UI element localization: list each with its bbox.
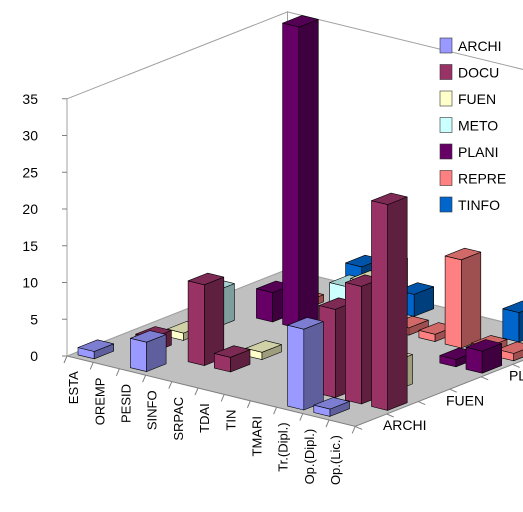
x-tick-label-tdai: TDAI (197, 403, 212, 433)
legend-swatch (440, 91, 452, 106)
legend-item-plani: PLANI (440, 144, 498, 160)
legend-label: ARCHI (458, 38, 502, 54)
legend-item-docu: DOCU (440, 65, 499, 81)
x-tick-mark (90, 362, 93, 369)
y-tick-label: 15 (22, 238, 38, 254)
bar-front-face (256, 289, 272, 322)
depth-tick-mark (481, 377, 488, 380)
x-tick-mark (169, 382, 172, 389)
bar-side-face (388, 197, 408, 411)
bar-archi-tr-dipl (288, 318, 324, 411)
legend-swatch (440, 38, 452, 53)
legend-label: PLANI (458, 144, 498, 160)
bar-front-face (445, 256, 461, 348)
x-tick-mark (247, 401, 250, 408)
bar-archi-pesid (130, 331, 166, 372)
bar-front-face (288, 325, 304, 410)
legend-swatch (440, 65, 452, 80)
bar-front-face (503, 309, 519, 342)
y-tick-label: 0 (30, 348, 38, 364)
bar-plani-sinfo (283, 15, 319, 328)
x-tick-label-oremp: OREMP (92, 378, 107, 426)
bar-front-face (130, 338, 146, 371)
y-tick-label: 10 (22, 275, 38, 291)
depth-label-plani: PLANI (509, 368, 523, 384)
legend-swatch (440, 118, 452, 133)
y-tick-label: 20 (22, 201, 38, 217)
legend-label: REPRE (458, 171, 506, 187)
depth-tick-mark (355, 426, 362, 429)
depth-label-fuen: FUEN (446, 392, 484, 408)
x-tick-mark (326, 420, 329, 427)
legend-item-fuen: FUEN (440, 91, 496, 107)
depth-label-archi: ARCHI (383, 417, 427, 433)
legend-item-tinfo: TINFO (440, 197, 500, 213)
legend-label: TINFO (458, 197, 500, 213)
x-tick-mark (143, 375, 146, 382)
legend-swatch (440, 171, 452, 186)
x-tick-mark (195, 388, 198, 395)
legend-item-repre: REPRE (440, 171, 506, 187)
x-tick-mark (352, 426, 355, 433)
bar-docu-op-lic (372, 193, 408, 410)
bar-front-face (283, 23, 299, 328)
y-tick-label: 25 (22, 164, 38, 180)
legend-label: METO (458, 118, 498, 134)
bar-side-face (299, 19, 319, 328)
bar-repre-tr-dipl (445, 248, 481, 348)
legend-swatch (440, 144, 452, 159)
y-tick-label: 5 (30, 311, 38, 327)
y-tick-label: 30 (22, 128, 38, 144)
x-tick-label-tin: TIN (223, 410, 238, 431)
bar-side-face (304, 322, 324, 411)
bar-front-face (466, 347, 482, 373)
legend-label: DOCU (458, 65, 499, 81)
x-tick-mark (221, 394, 224, 401)
legend-item-archi: ARCHI (440, 38, 502, 54)
bar-front-face (345, 283, 361, 405)
x-tick-label-sinfo: SINFO (145, 390, 160, 430)
legend-label: FUEN (458, 91, 496, 107)
bar-side-face (461, 252, 481, 348)
legend-item-meto: METO (440, 118, 498, 134)
bar-front-face (372, 201, 388, 411)
x-tick-label-esta: ESTA (66, 371, 81, 404)
x-tick-label-tr-dipl: Tr.(Dipl.) (276, 422, 291, 471)
y-tick-label: 35 (22, 91, 38, 107)
x-tick-mark (116, 369, 119, 376)
depth-tick-mark (418, 402, 425, 405)
legend-swatch (440, 197, 452, 212)
x-tick-label-op-lic: Op.(Lic.) (328, 435, 343, 485)
x-tick-mark (64, 356, 67, 363)
x-tick-mark (274, 407, 277, 414)
x-tick-label-tmari: TMARI (250, 416, 265, 456)
x-tick-label-pesid: PESID (119, 384, 134, 423)
bar-front-face (188, 281, 204, 366)
x-tick-label-srpac: SRPAC (171, 397, 186, 441)
x-tick-label-op-dipl: Op.(Dipl.) (302, 429, 317, 485)
x-tick-mark (300, 414, 303, 421)
